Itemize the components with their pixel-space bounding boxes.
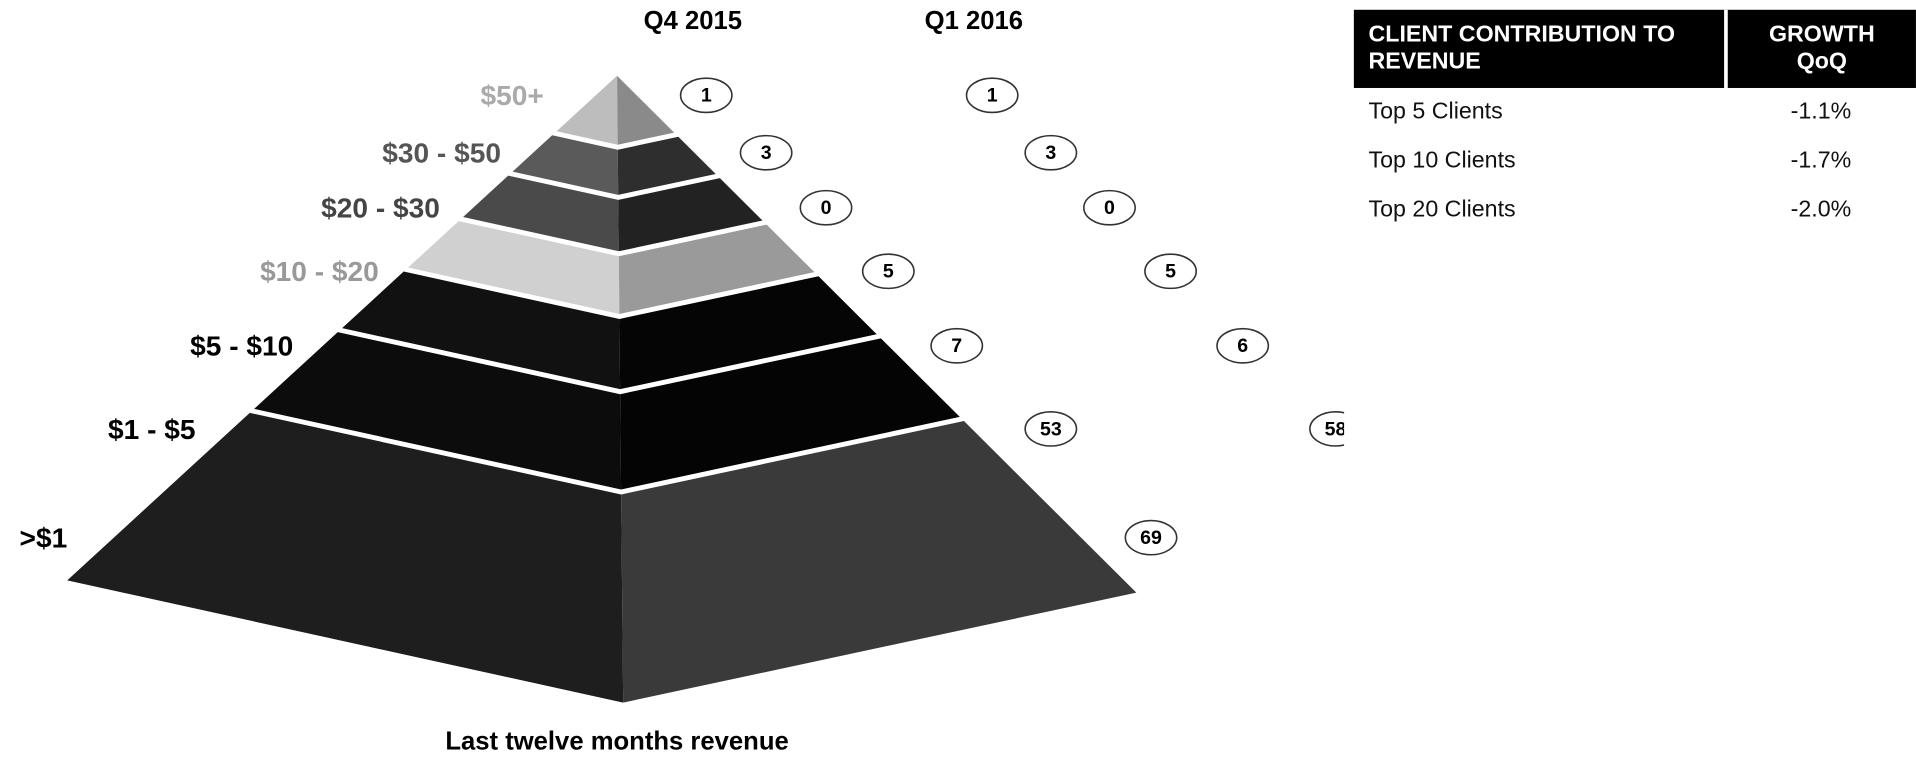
tier-label: $20 - $30 [321, 193, 440, 224]
count-value: 0 [1104, 197, 1115, 219]
column-header: Q1 2016 [925, 7, 1023, 35]
client-cell: Top 5 Clients [1354, 88, 1726, 137]
tier-label: >$1 [20, 523, 68, 554]
tier-label: $1 - $5 [108, 414, 195, 445]
tier-label: $30 - $50 [382, 138, 501, 169]
count-value: 1 [701, 85, 712, 107]
table-row: Top 5 Clients-1.1% [1354, 88, 1916, 137]
count-value: 58 [1325, 418, 1344, 440]
count-value: 7 [951, 335, 962, 357]
count-value: 6 [1237, 335, 1248, 357]
count-value: 3 [1045, 142, 1056, 164]
table-header: CLIENT CONTRIBUTION TO REVENUE GROWTH Qo… [1354, 10, 1916, 88]
count-value: 53 [1040, 418, 1062, 440]
count-value: 69 [1140, 527, 1162, 549]
growth-cell: -1.7% [1726, 137, 1916, 186]
header-cell: GROWTH QoQ [1726, 10, 1916, 88]
tier-left-face [557, 76, 618, 145]
client-table: CLIENT CONTRIBUTION TO REVENUE GROWTH Qo… [1354, 10, 1916, 235]
table-row: Top 20 Clients-2.0% [1354, 186, 1916, 235]
count-value: 5 [1165, 261, 1176, 283]
tier-label: $50+ [480, 80, 543, 111]
client-cell: Top 20 Clients [1354, 186, 1726, 235]
column-header: Q4 2015 [644, 7, 742, 35]
header-cell: CLIENT CONTRIBUTION TO REVENUE [1354, 10, 1726, 88]
growth-cell: -2.0% [1726, 186, 1916, 235]
tier-label: $10 - $20 [260, 256, 379, 287]
client-cell: Top 10 Clients [1354, 137, 1726, 186]
table-row: Top 10 Clients-1.7% [1354, 137, 1916, 186]
tier-right-face [617, 76, 674, 145]
tier-label: $5 - $10 [190, 331, 293, 362]
caption: Last twelve months revenue [445, 728, 788, 756]
count-value: 0 [821, 197, 832, 219]
growth-cell: -1.1% [1726, 88, 1916, 137]
page: Q4 2015 Q1 2016 Last twelve months reven… [0, 0, 1916, 758]
pyramid-diagram: Q4 2015 Q1 2016 Last twelve months reven… [0, 0, 1344, 758]
count-value: 1 [987, 85, 998, 107]
canvas: Q4 2015 Q1 2016 Last twelve months reven… [0, 0, 1916, 758]
count-value: 5 [883, 261, 894, 283]
count-value: 3 [761, 142, 772, 164]
